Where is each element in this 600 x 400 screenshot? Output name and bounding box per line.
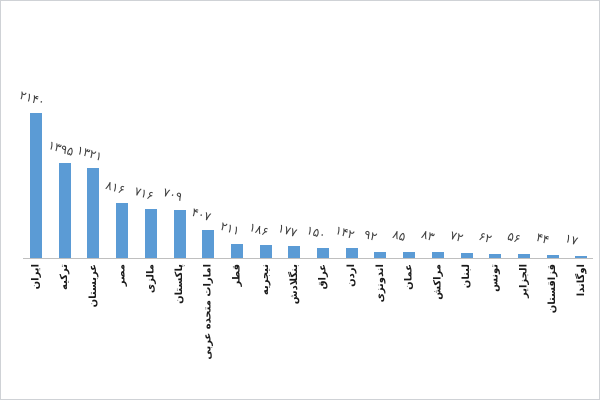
value-label-kazakhstan: ۴۴ <box>534 230 551 248</box>
category-label-pakistan: پاکستان <box>174 264 185 304</box>
value-label-turkey: ۱۳۹۵ <box>46 138 76 159</box>
category-label-uganda: اوگاندا <box>575 264 587 297</box>
value-label-uganda: ۱۷ <box>563 231 580 249</box>
category-label-oman: عمان <box>403 264 415 290</box>
bar-tunisia <box>489 254 502 258</box>
category-label-indonesia: اندونزی <box>374 264 386 303</box>
value-label-uae: ۴۰۷ <box>190 205 213 225</box>
bar-iraq <box>317 248 329 258</box>
bar-indonesia <box>374 252 387 258</box>
value-label-indonesia: ۹۲ <box>362 227 379 245</box>
value-label-lebanon: ۷۲ <box>448 228 465 246</box>
category-label-kazakhstan: قزاقستان <box>547 264 559 314</box>
bar-malaysia <box>144 209 157 258</box>
bar-algeria <box>517 254 530 258</box>
bar-pakistan <box>173 210 186 258</box>
value-label-bangladesh: ۱۷۷ <box>276 221 299 241</box>
value-label-algeria: ۵۶ <box>505 229 523 247</box>
value-label-jordan: ۱۴۲ <box>333 223 357 243</box>
bar-turkey <box>58 163 71 258</box>
bar-qatar <box>230 244 243 258</box>
category-label-algeria: الجزایر <box>518 264 530 299</box>
bar-kazakhstan <box>546 255 559 258</box>
value-label-pakistan: ۷۰۹ <box>161 185 184 205</box>
category-label-lebanon: لبنان <box>461 264 472 289</box>
category-label-morocco: مراکش <box>432 264 444 300</box>
category-label-iraq: عراق <box>317 264 329 290</box>
category-label-uae: امارات متحده عربی <box>202 264 214 360</box>
bar-uganda <box>575 256 588 258</box>
value-label-tunisia: ۶۲ <box>477 229 494 247</box>
category-label-jordan: اردن <box>346 264 358 287</box>
bar-jordan <box>345 248 358 258</box>
value-label-nigeria: ۱۸۶ <box>247 220 271 240</box>
bar-uae <box>202 230 215 258</box>
category-label-turkey: ترکیه <box>59 264 71 290</box>
value-label-qatar: ۲۱۱ <box>218 219 242 239</box>
bar-iran <box>30 113 42 258</box>
bar-egypt <box>116 203 129 258</box>
bar-oman <box>403 252 416 258</box>
value-label-iraq: ۱۵۰ <box>304 223 328 243</box>
category-label-nigeria: نیجریه <box>260 264 272 296</box>
bar-lebanon <box>460 253 473 258</box>
bar-saudi-arabia <box>87 168 100 258</box>
value-label-iran: ۲۱۴۰ <box>17 88 47 109</box>
value-label-malaysia: ۷۱۶ <box>132 184 156 204</box>
bar-bangladesh <box>288 246 301 258</box>
bar-nigeria <box>259 245 272 258</box>
bar-morocco <box>431 252 444 258</box>
category-label-egypt: مصر <box>116 264 128 287</box>
value-label-oman: ۸۵ <box>391 227 408 245</box>
category-label-tunisia: تونس <box>489 264 501 292</box>
value-label-saudi-arabia: ۱۳۲۱ <box>75 143 105 164</box>
category-label-saudi-arabia: عربستان <box>87 264 99 308</box>
x-axis-line <box>23 258 593 259</box>
category-label-malaysia: مالزی <box>145 264 157 294</box>
value-label-morocco: ۸۳ <box>419 227 437 245</box>
category-label-bangladesh: بنگلادش <box>288 264 300 305</box>
category-label-qatar: قطر <box>231 264 243 287</box>
value-label-egypt: ۸۱۶ <box>104 178 127 198</box>
category-label-iran: ایران <box>30 264 42 290</box>
